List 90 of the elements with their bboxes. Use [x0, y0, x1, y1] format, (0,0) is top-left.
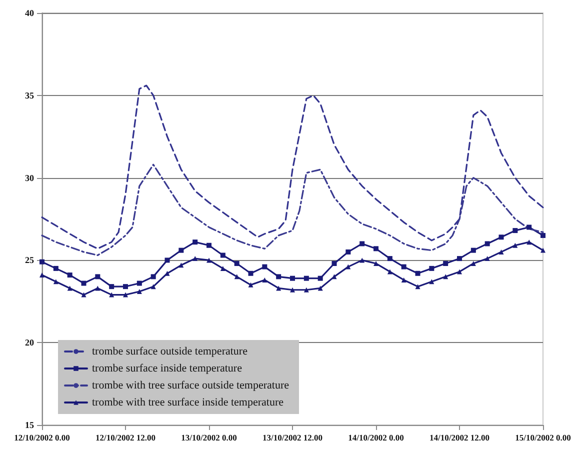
point — [526, 240, 532, 245]
point — [53, 279, 58, 284]
point — [150, 274, 156, 280]
point — [276, 286, 282, 291]
point — [262, 277, 268, 282]
x-tick-label: 12/10/2002 0.00 — [14, 432, 70, 442]
point — [470, 260, 476, 266]
legend-label: trombe surface inside temperature — [92, 362, 242, 374]
point — [360, 241, 365, 246]
x-tick-label: 14/10/2002 0.00 — [348, 432, 404, 442]
point — [248, 270, 254, 276]
x-tick-label: 13/10/2002 12.00 — [262, 432, 322, 442]
x-tick-label: 15/10/2002 0.00 — [515, 432, 571, 442]
point — [109, 292, 114, 298]
legend-label: trombe surface outside temperature — [92, 346, 248, 358]
point — [290, 287, 295, 292]
point — [387, 256, 392, 262]
point — [512, 242, 518, 248]
point — [109, 284, 114, 290]
point — [457, 269, 462, 274]
point — [150, 284, 156, 290]
point — [206, 242, 212, 248]
x-tick-label: 14/10/2002 12.00 — [430, 432, 490, 442]
point — [360, 258, 365, 263]
point — [192, 240, 198, 245]
point — [67, 286, 72, 291]
point — [248, 282, 254, 288]
point — [415, 284, 420, 290]
point — [262, 264, 268, 270]
point — [387, 269, 392, 274]
point — [40, 259, 44, 264]
point — [81, 292, 86, 298]
point — [95, 274, 100, 280]
point — [318, 276, 323, 281]
legend-label: trombe with tree surface inside temperature — [92, 396, 284, 408]
point — [512, 228, 518, 234]
point — [136, 289, 142, 294]
y-tick-label: 15 — [25, 420, 34, 430]
point — [123, 284, 128, 290]
point — [457, 256, 462, 262]
x-tick-label: 13/10/2002 0.00 — [181, 432, 237, 442]
point — [234, 260, 240, 266]
point — [498, 249, 504, 254]
y-tick-label: 20 — [25, 338, 34, 348]
point — [346, 264, 351, 270]
point — [290, 276, 295, 281]
y-tick-label: 35 — [25, 90, 34, 100]
point — [526, 224, 532, 230]
point — [234, 274, 240, 280]
point — [220, 266, 226, 271]
point — [374, 246, 378, 252]
point — [540, 232, 546, 238]
point — [67, 272, 72, 278]
point — [332, 274, 337, 280]
point — [304, 287, 309, 292]
point — [443, 260, 448, 266]
point — [374, 260, 378, 266]
point — [498, 234, 504, 240]
point — [123, 292, 128, 298]
y-tick-label: 40 — [25, 8, 34, 18]
point — [540, 248, 546, 253]
point — [220, 252, 226, 258]
point — [401, 277, 406, 282]
point — [484, 256, 490, 262]
point — [346, 249, 351, 254]
point — [95, 286, 100, 291]
y-tick-label: 25 — [25, 255, 34, 266]
point — [415, 270, 420, 276]
point — [332, 260, 337, 266]
point — [192, 256, 198, 262]
y-tick-label: 30 — [25, 172, 34, 183]
point — [484, 241, 490, 246]
point — [206, 258, 212, 263]
point — [136, 280, 142, 286]
point — [318, 286, 323, 291]
point — [178, 262, 184, 268]
point — [443, 274, 448, 280]
point — [429, 266, 434, 271]
point — [429, 279, 434, 284]
legend-label: trombe with tree surface outside temperature — [92, 380, 290, 392]
point — [53, 266, 58, 271]
point — [401, 264, 406, 270]
point — [276, 274, 282, 280]
point — [470, 248, 476, 253]
point — [40, 272, 44, 278]
x-tick-label: 12/10/2002 12.00 — [96, 432, 156, 442]
point — [81, 280, 86, 286]
point — [164, 258, 170, 263]
point — [178, 248, 184, 253]
point — [304, 276, 309, 281]
